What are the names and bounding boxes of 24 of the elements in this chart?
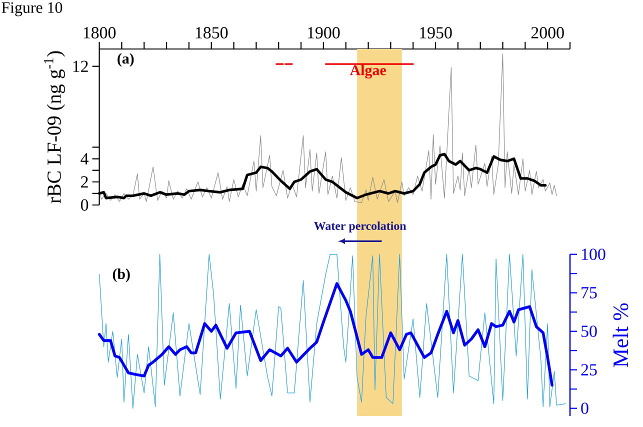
annotation: (a) [118,53,134,67]
y-tick-label: 0 [80,199,88,211]
y-axis-title: rBC LF-09 (ng g$^{-1}$) [44,51,65,204]
text: Water percolation [314,222,406,232]
y-tick-label: 4 [80,153,89,164]
y-tick-label: 12 [73,60,88,72]
annotation: (b) [112,268,130,282]
chart-title: Figure 10 [2,2,62,16]
y-axis-title: Melt % [612,303,628,368]
x-tick-label: 1950 [420,27,452,38]
x-tick-label: 1850 [196,27,228,38]
x-tick-label: 2000 [531,27,564,38]
y-tick-label: 100 [582,248,606,260]
line-series [99,254,566,409]
x-tick-label: 1800 [84,27,116,38]
y-tick-label: 50 [582,326,597,338]
y-tick-label: 25 [581,364,597,376]
line-series [99,53,557,203]
line-series [98,282,554,387]
y-tick-label: 75 [582,287,597,298]
y-tick-label: 2 [81,176,88,188]
x-tick-label: 1900 [308,27,340,38]
y-tick-label: 0 [581,402,588,414]
annotation: Algae [350,64,386,78]
